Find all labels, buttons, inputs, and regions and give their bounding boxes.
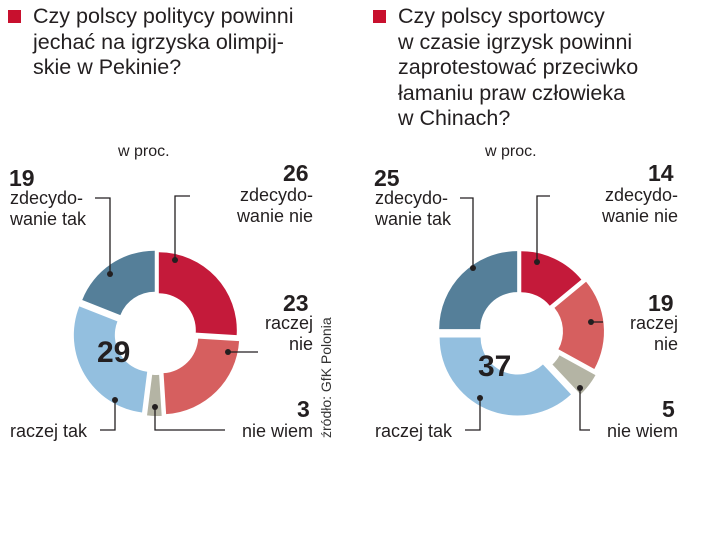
slice-raczej-tak: [73, 306, 148, 413]
leader-dot-raczej-nie: [225, 349, 231, 355]
leader-dot-zdecydowanie-nie: [534, 259, 540, 265]
unit-label: w proc.: [485, 143, 537, 160]
leader-dot-zdecydowanie-tak: [470, 265, 476, 271]
slice-raczej-nie: [163, 338, 240, 415]
chart-panel-athletes: Czy polscy sportowcy w czasie igrzysk po…: [365, 0, 705, 460]
chart-title: Czy polscy sportowcy w czasie igrzysk po…: [398, 4, 639, 130]
slice-value-raczej-nie: 23: [283, 290, 309, 316]
leader-dot-raczej-nie: [588, 319, 594, 325]
slice-label-nie-wiem: nie wiem: [606, 421, 678, 441]
slice-label-zdecydowanie-nie: zdecydo- wanie nie: [236, 185, 313, 226]
leader-line-raczej-tak: [100, 400, 116, 431]
title-marker: [8, 10, 21, 23]
slice-value-raczej-tak: 29: [97, 336, 131, 369]
leader-dot-zdecydowanie-tak: [107, 271, 113, 277]
leader-line-zdecydowanie-tak: [460, 197, 474, 268]
donut-chart: [73, 195, 258, 431]
slice-value-nie-wiem: 5: [662, 396, 675, 422]
slice-raczej-tak: [439, 337, 572, 416]
slice-label-raczej-nie: raczej nie: [264, 313, 313, 354]
leader-line-raczej-tak: [465, 398, 481, 431]
leader-dot-zdecydowanie-nie: [172, 257, 178, 263]
slice-raczej-nie: [554, 281, 604, 370]
slice-value-raczej-nie: 19: [648, 290, 674, 316]
leader-dot-nie-wiem: [577, 385, 583, 391]
slice-zdecydowanie-nie: [158, 252, 237, 336]
leader-line-nie-wiem: [579, 388, 590, 431]
donut-chart: [439, 195, 604, 431]
leader-dot-raczej-tak: [477, 395, 483, 401]
leader-dot-raczej-tak: [112, 397, 118, 403]
slice-label-raczej-nie: raczej nie: [629, 313, 678, 354]
slice-label-zdecydowanie-tak: zdecydo- wanie tak: [375, 188, 452, 229]
leader-line-zdecydowanie-nie: [174, 195, 190, 260]
slice-nie-wiem: [147, 374, 162, 416]
slice-zdecydowanie-tak: [82, 250, 155, 316]
slice-label-zdecydowanie-nie: zdecydo- wanie nie: [601, 185, 678, 226]
slice-zdecydowanie-tak: [439, 251, 518, 330]
leader-dot-nie-wiem: [152, 404, 158, 410]
chart-panel-politicians: Czy polscy politycy powinni jechać na ig…: [0, 0, 340, 460]
leader-line-zdecydowanie-nie: [536, 195, 550, 262]
slice-label-raczej-tak: raczej tak: [10, 421, 88, 441]
slice-nie-wiem: [552, 355, 596, 395]
source-note: źródło: GfK Polonia: [318, 317, 334, 438]
slice-value-raczej-tak: 37: [478, 350, 512, 383]
leader-line-zdecydowanie-tak: [95, 197, 111, 274]
chart-title: Czy polscy politycy powinni jechać na ig…: [33, 4, 294, 79]
slice-value-zdecydowanie-nie: 26: [283, 160, 309, 186]
slice-label-raczej-tak: raczej tak: [375, 421, 453, 441]
unit-label: w proc.: [118, 143, 170, 160]
leader-line-nie-wiem: [154, 407, 225, 431]
slice-label-nie-wiem: nie wiem: [241, 421, 313, 441]
title-marker: [373, 10, 386, 23]
slice-value-zdecydowanie-tak: 19: [9, 165, 35, 191]
slice-value-zdecydowanie-tak: 25: [374, 165, 400, 191]
slice-value-zdecydowanie-nie: 14: [648, 160, 674, 186]
slice-value-nie-wiem: 3: [297, 396, 310, 422]
slice-label-zdecydowanie-tak: zdecydo- wanie tak: [10, 188, 87, 229]
